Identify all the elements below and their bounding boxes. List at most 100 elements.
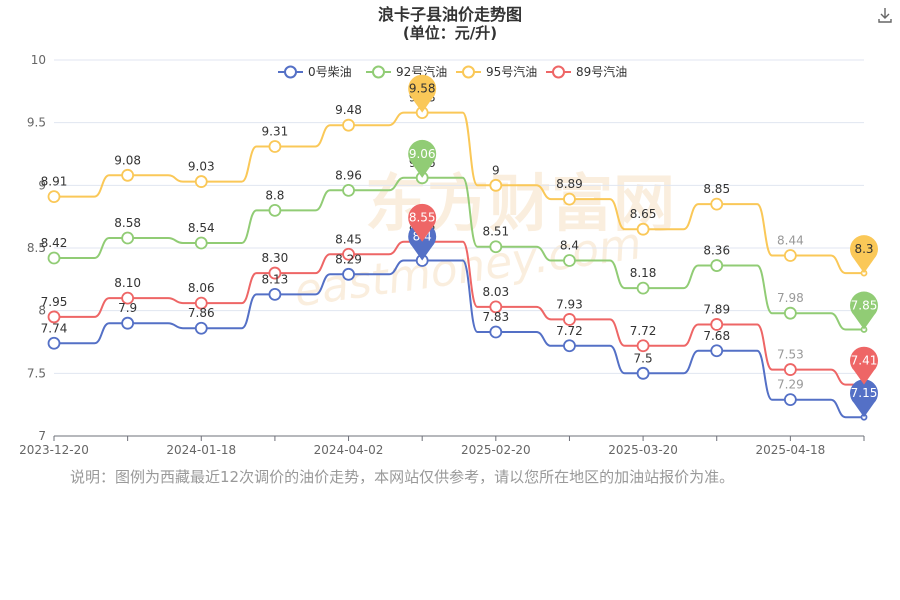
data-label: 7.93 [556, 297, 583, 311]
data-label: 7.89 [703, 302, 730, 316]
data-point[interactable] [783, 306, 797, 320]
data-label: 9.31 [262, 124, 289, 138]
data-point[interactable] [121, 231, 135, 245]
data-point[interactable] [194, 175, 208, 188]
x-tick-label: 2025-02-20 [461, 443, 531, 457]
data-point[interactable] [783, 393, 797, 407]
marker-pin: 7.85 [849, 291, 878, 330]
data-point[interactable] [710, 318, 724, 331]
data-point[interactable] [636, 281, 650, 295]
legend-symbol [372, 65, 385, 79]
data-label: 8.06 [188, 281, 215, 295]
data-point[interactable] [47, 251, 61, 265]
legend-item[interactable]: 0号柴油 [278, 65, 352, 79]
data-point[interactable] [268, 287, 282, 301]
pin-label: 7.85 [851, 298, 878, 312]
data-label: 7.72 [556, 324, 583, 338]
data-label: 8.89 [556, 177, 583, 191]
data-label: 8.96 [335, 168, 362, 182]
data-point[interactable] [563, 192, 576, 206]
data-point[interactable] [47, 310, 61, 324]
pin-label: 8.55 [409, 211, 436, 225]
data-label: 8.54 [188, 221, 215, 235]
data-label: 7.29 [777, 378, 804, 392]
data-point[interactable] [194, 236, 208, 250]
data-point[interactable] [342, 118, 355, 132]
data-label: 8.4 [560, 239, 579, 253]
data-point[interactable] [563, 313, 576, 326]
data-point[interactable] [636, 222, 650, 236]
data-point[interactable] [489, 240, 503, 254]
legend-label: 0号柴油 [308, 65, 352, 79]
data-label: 7.5 [634, 351, 653, 365]
chart-note: 说明：图例为西藏最近12次调价的油价走势，本网站仅供参考，请以您所在地区的加油站… [70, 468, 735, 486]
legend[interactable]: 0号柴油 92号汽油 95号汽油 89号汽油 [278, 64, 627, 79]
data-point[interactable] [489, 178, 503, 192]
marker-pin: 7.15 [849, 379, 878, 418]
data-label: 8.85 [703, 182, 730, 196]
data-label: 7.72 [630, 324, 657, 338]
legend-item[interactable]: 95号汽油 [456, 64, 537, 79]
pin-shape [849, 346, 878, 385]
pin-shape [408, 203, 437, 242]
data-label: 8.30 [262, 251, 289, 265]
pin-label: 8.3 [854, 242, 873, 256]
data-label: 9.08 [114, 153, 141, 167]
x-tick-label: 2024-04-02 [314, 443, 384, 457]
data-point[interactable] [489, 325, 503, 339]
data-point[interactable] [268, 203, 282, 217]
x-tick-label: 2025-04-18 [755, 443, 825, 457]
pin-shape [408, 139, 437, 178]
data-point[interactable] [710, 259, 724, 272]
y-tick-label: 7.5 [27, 366, 46, 380]
data-point[interactable] [489, 300, 503, 314]
legend-item[interactable]: 89号汽油 [546, 64, 627, 79]
data-point[interactable] [268, 266, 282, 280]
data-point[interactable] [636, 339, 650, 353]
y-tick-label: 8 [38, 304, 46, 318]
data-point[interactable] [121, 291, 135, 305]
data-point[interactable] [342, 247, 355, 261]
data-label: 8.36 [703, 244, 730, 258]
data-point[interactable] [342, 183, 355, 197]
data-point[interactable] [710, 197, 724, 211]
marker-pin: 8.3 [849, 235, 878, 274]
y-tick-label: 10 [31, 53, 46, 67]
data-label: 7.74 [41, 321, 68, 335]
data-label: 8.44 [777, 234, 804, 248]
legend-item[interactable]: 92号汽油 [366, 64, 447, 79]
data-point[interactable] [563, 339, 576, 353]
pin-shape [849, 235, 878, 274]
download-icon[interactable] [876, 6, 894, 24]
data-point[interactable] [636, 366, 650, 380]
data-label: 8.91 [41, 175, 68, 189]
marker-pin: 9.58 [408, 74, 437, 113]
data-point[interactable] [194, 321, 208, 335]
data-point[interactable] [783, 363, 797, 376]
pin-label: 7.15 [851, 386, 878, 400]
data-point[interactable] [710, 344, 724, 358]
data-point[interactable] [47, 190, 61, 204]
marker-pin: 8.55 [408, 203, 437, 242]
markers: 8.4 7.15 9.06 7.85 9.58 8.3 8.55 7.41 [408, 74, 878, 418]
data-point[interactable] [121, 168, 135, 182]
data-point[interactable] [268, 140, 282, 153]
data-point[interactable] [783, 249, 797, 262]
series-line [54, 176, 864, 331]
legend-symbol [552, 65, 565, 79]
y-tick-label: 8.5 [27, 241, 46, 255]
pin-label: 9.06 [409, 147, 436, 161]
grid [54, 59, 864, 437]
x-tick-label: 2023-12-20 [19, 443, 89, 457]
data-point[interactable] [121, 316, 135, 330]
data-point[interactable] [194, 296, 208, 310]
x-tick-label: 2024-01-18 [166, 443, 236, 457]
chart-subtitle: (单位：元/升) [403, 24, 497, 42]
data-point[interactable] [563, 254, 576, 267]
data-point[interactable] [342, 267, 355, 281]
data-point[interactable] [47, 336, 61, 350]
data-label: 9.48 [335, 103, 362, 117]
legend-label: 89号汽油 [576, 64, 627, 79]
data-label: 8.18 [630, 266, 657, 280]
pin-shape [849, 379, 878, 418]
